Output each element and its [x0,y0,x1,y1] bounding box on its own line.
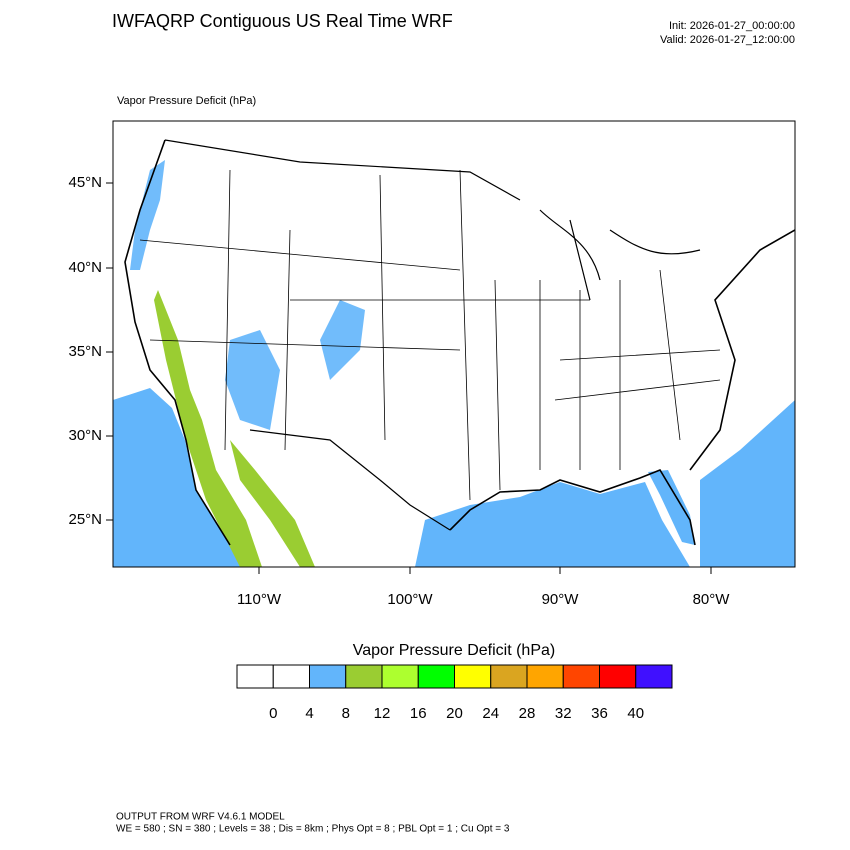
colorbar-box [417,664,455,689]
colorbar-label: 8 [342,705,350,722]
map-frame [112,120,796,568]
map [112,120,796,568]
atlantic-ocean [700,400,795,567]
colorbar-box [562,664,600,689]
colorbar-title: Vapor Pressure Deficit (hPa) [353,642,555,659]
colorbar-box [272,664,310,689]
colorbar-box [236,664,274,689]
colorbar-box [490,664,528,689]
borders [164,139,701,531]
west-blue-patches [130,160,365,430]
colorbar-box [454,664,492,689]
lon-label: 80°W [693,591,731,608]
florida [648,470,695,545]
colorbar-box [599,664,637,689]
footer-line2: WE = 580 ; SN = 380 ; Levels = 38 ; Dis … [116,824,510,835]
lon-label: 110°W [237,591,282,608]
valid-time: Valid: 2026-01-27_12:00:00 [660,34,795,46]
footer-line1: OUTPUT FROM WRF V4.6.1 MODEL [116,812,285,823]
colorbar-label: 40 [627,705,644,722]
lat-label: 30°N [68,427,102,444]
colorbar-label: 12 [374,705,391,722]
title: IWFAQRP Contiguous US Real Time WRF [112,11,453,31]
colorbar-box [526,664,564,689]
lat-label: 40°N [68,259,102,276]
colorbar-box [309,664,347,689]
colorbar-label: 20 [446,705,463,722]
colorbar: Vapor Pressure Deficit (hPa) [353,642,555,659]
init-time: Init: 2026-01-27_00:00:00 [669,20,795,32]
colorbar-box [345,664,383,689]
colorbar-box [381,664,419,689]
lat-label: 25°N [68,511,102,528]
coastline [124,139,795,546]
colorbar-box [635,664,673,689]
state-lines [139,169,721,501]
lon-label: 100°W [387,591,433,608]
colorbar-label: 24 [482,705,499,722]
gulf-of-mexico [415,482,690,567]
lat-label: 35°N [68,343,102,360]
high-vpd-strip [154,290,315,567]
colorbar-label: 32 [555,705,572,722]
lat-label: 45°N [68,174,102,191]
pacific-ocean [113,388,242,567]
colorbar-label: 36 [591,705,608,722]
colorbar-label: 16 [410,705,427,722]
colorbar-label: 0 [269,705,277,722]
colorbar-label: 28 [519,705,536,722]
colorbar-label: 4 [305,705,313,722]
lon-label: 90°W [542,591,580,608]
map-subtitle: Vapor Pressure Deficit (hPa) [117,95,256,107]
